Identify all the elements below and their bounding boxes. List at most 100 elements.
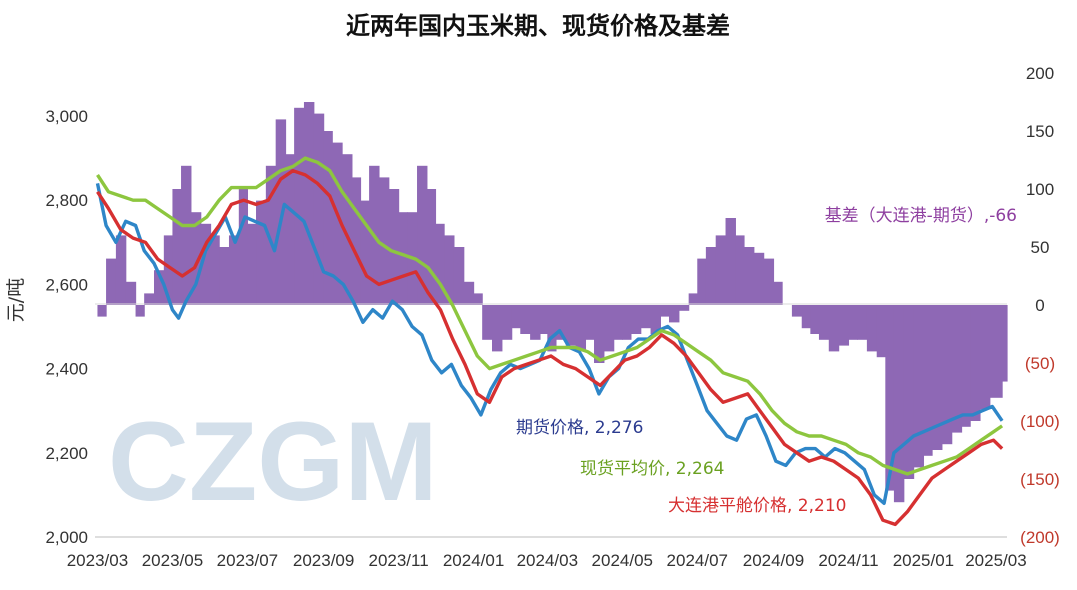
- basis-bar: [247, 223, 257, 305]
- basis-bar: [848, 305, 858, 340]
- x-tick-label: 2023/09: [293, 551, 354, 570]
- basis-bar: [547, 305, 557, 352]
- right-axis-ticks: (200) (150) (100) (50) 0 50 100 150 200: [1020, 64, 1060, 547]
- watermark: CZGM: [108, 399, 438, 524]
- basis-bar: [743, 247, 755, 305]
- basis-bar: [435, 223, 445, 305]
- basis-bar: [979, 305, 991, 410]
- x-tick-label: 2025/01: [893, 551, 954, 570]
- left-tick-label: 2,000: [45, 528, 88, 547]
- basis-bar: [181, 165, 192, 305]
- basis-bar: [285, 154, 295, 305]
- right-tick-label: (100): [1020, 412, 1060, 431]
- basis-bar: [763, 258, 775, 305]
- basis-bar: [351, 177, 362, 305]
- basis-bar: [715, 235, 727, 305]
- basis-bar: [294, 107, 305, 305]
- basis-bar: [753, 252, 765, 305]
- series-annotation: 现货平均价, 2,264: [580, 459, 724, 479]
- basis-bar: [453, 247, 465, 305]
- right-tick-label: 100: [1026, 180, 1054, 199]
- basis-bar: [697, 258, 707, 305]
- basis-bar: [303, 102, 315, 305]
- basis-bar: [857, 305, 868, 340]
- basis-bar: [818, 305, 830, 340]
- basis-bar: [801, 305, 811, 329]
- basis-bar: [388, 189, 400, 305]
- basis-bar: [511, 305, 521, 329]
- basis-bar: [444, 235, 455, 305]
- left-tick-label: 3,000: [45, 107, 88, 126]
- series-annotation: 大连港平舱价格, 2,210: [668, 496, 846, 516]
- x-tick-label: 2024/05: [592, 551, 653, 570]
- basis-bar: [941, 305, 953, 445]
- x-tick-label: 2023/11: [368, 551, 428, 570]
- basis-bar: [313, 113, 325, 305]
- left-tick-label: 2,800: [45, 191, 88, 210]
- x-tick-label: 2024/07: [667, 551, 728, 570]
- basis-bar: [342, 154, 353, 305]
- basis-bar: [951, 305, 963, 433]
- x-axis-ticks: 2023/03 2023/05 2023/07 2023/09 2023/11 2024/…: [67, 551, 1027, 570]
- basis-bar: [275, 119, 287, 306]
- basis-bar: [172, 189, 182, 305]
- x-tick-label: 2024/01: [443, 551, 504, 570]
- basis-bar: [539, 305, 548, 334]
- basis-bar: [989, 305, 1003, 398]
- basis-bar: [219, 247, 230, 305]
- basis-bar: [115, 235, 127, 305]
- x-tick-label: 2023/07: [217, 551, 278, 570]
- series-annotations: 基差（大连港-期货）,-66 期货价格, 2,276 现货平均价, 2,264 大连港…: [516, 206, 1017, 516]
- basis-bar: [463, 281, 475, 305]
- basis-bar: [97, 305, 107, 317]
- basis-bar: [903, 305, 915, 479]
- basis-bar: [360, 200, 370, 305]
- basis-bar: [575, 305, 587, 352]
- right-tick-label: (50): [1025, 354, 1055, 373]
- basis-bar: [810, 305, 820, 334]
- basis-bar: [773, 281, 783, 305]
- x-tick-label: 2024/11: [818, 551, 878, 570]
- basis-bar: [705, 247, 717, 305]
- basis-bar: [106, 258, 117, 305]
- basis-bar: [838, 305, 850, 346]
- x-tick-label: 2023/05: [142, 551, 203, 570]
- basis-bar: [417, 165, 428, 305]
- series-line: [96, 156, 1004, 476]
- right-tick-label: (200): [1020, 528, 1060, 547]
- basis-bar: [378, 177, 390, 305]
- basis-bar: [228, 235, 240, 305]
- basis-bar: [473, 293, 483, 305]
- basis-bar: [866, 305, 878, 352]
- basis-bar: [144, 293, 155, 305]
- basis-bar: [163, 235, 174, 305]
- basis-bar: [323, 131, 333, 305]
- x-tick-label: 2023/03: [67, 551, 128, 570]
- basis-bar: [426, 189, 437, 305]
- basis-bar: [585, 305, 595, 340]
- basis-bar: [650, 305, 661, 334]
- right-tick-label: 150: [1026, 122, 1054, 141]
- basis-bar: [210, 235, 220, 305]
- series-annotation: 基差（大连港-期货）,-66: [825, 206, 1017, 226]
- basis-bar: [555, 305, 567, 340]
- x-tick-label: 2024/03: [517, 551, 578, 570]
- basis-bar: [565, 305, 577, 346]
- basis-bar: [688, 293, 698, 305]
- basis-bar: [678, 305, 690, 311]
- right-tick-label: 0: [1035, 296, 1044, 315]
- basis-bar: [332, 142, 343, 305]
- basis-bar: [482, 305, 493, 340]
- basis-bar: [660, 305, 670, 317]
- basis-bar: [735, 235, 745, 305]
- right-tick-label: 200: [1026, 64, 1054, 83]
- basis-bar: [893, 305, 905, 503]
- basis-bar: [622, 305, 632, 340]
- left-tick-label: 2,200: [45, 444, 88, 463]
- chart-title: 近两年国内玉米期、现货价格及基差: [346, 12, 730, 40]
- basis-bar: [640, 305, 652, 329]
- basis-bar: [613, 305, 623, 340]
- basis-bar: [885, 305, 895, 491]
- basis-bar: [238, 189, 249, 305]
- series-line: [96, 169, 1004, 527]
